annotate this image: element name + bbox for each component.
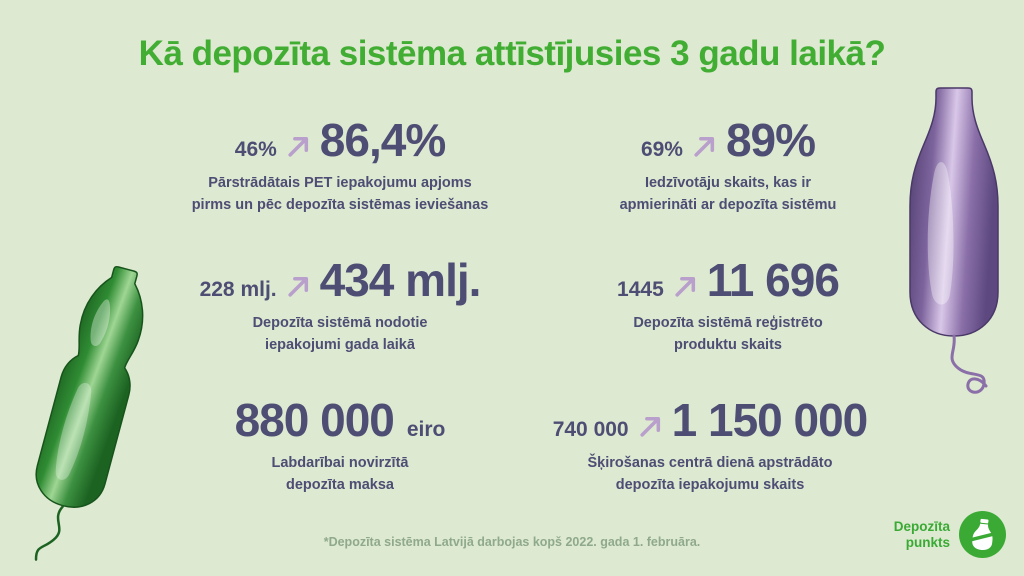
stat-caption: Pārstrādātais PET iepakojumu apjoms pirm… — [191, 175, 489, 214]
stat-block-daily-processed: 740 000 1 150 000 Šķirošanas centrā dien… — [495, 396, 925, 497]
brand-logo: Depozīta punkts — [894, 511, 1006, 558]
stat-values: 228 mlj. 434 mlj. — [199, 254, 482, 306]
stat-block-returned-packages: 228 mlj. 434 mlj. Depozīta sistēmā nodot… — [150, 256, 530, 357]
trend-up-arrow-icon — [675, 276, 695, 297]
stat-values: 1445 11 696 — [617, 254, 840, 306]
stat-after-value: 89% — [725, 114, 816, 166]
stat-caption: Depozīta sistēmā nodotie iepakojumi gada… — [252, 315, 428, 354]
stat-before-value: 740 000 — [552, 418, 629, 441]
footnote: *Depozīta sistēma Latvijā darbojas kopš … — [323, 535, 701, 549]
stat-before-value: 46% — [234, 138, 277, 161]
stat-values: 740 000 1 150 000 — [552, 394, 869, 446]
trend-up-arrow-icon — [288, 136, 308, 157]
stat-after-value: 11 696 — [706, 254, 840, 306]
stat-before-value: 69% — [640, 138, 683, 161]
trend-up-arrow-icon — [640, 416, 660, 437]
brand-logo-text: Depozīta punkts — [893, 518, 950, 550]
deposit-bottle-icon — [959, 511, 1006, 558]
page-title: Kā depozīta sistēma attīstījusies 3 gadu… — [138, 34, 886, 73]
purple-bottle-balloon-image — [909, 87, 999, 394]
stat-caption: Labdarībai novirzītā depozīta maksa — [271, 455, 409, 494]
stat-caption: Šķirošanas centrā dienā apstrādāto depoz… — [587, 455, 833, 494]
stat-after-value: 86,4% — [319, 114, 446, 166]
stat-block-registered-products: 1445 11 696 Depozīta sistēmā reģistrēto … — [548, 256, 908, 357]
stat-values: 880 000 eiro — [234, 394, 446, 446]
stat-before-value: 1445 — [617, 278, 664, 301]
stat-after-value: 880 000 — [234, 394, 395, 446]
stat-unit-label: eiro — [406, 418, 446, 441]
stat-block-satisfied-residents: 69% 89% Iedzīvotāju skaits, kas ir apmie… — [548, 116, 908, 217]
green-bottle-balloon-image — [34, 265, 144, 561]
stat-after-value: 1 150 000 — [671, 394, 869, 446]
stat-block-pet-recycled: 46% 86,4% Pārstrādātais PET iepakojumu a… — [160, 116, 520, 217]
stat-values: 69% 89% — [640, 114, 816, 166]
trend-up-arrow-icon — [694, 136, 715, 157]
trend-up-arrow-icon — [288, 276, 308, 297]
stat-values: 46% 86,4% — [234, 114, 446, 166]
stat-after-value: 434 mlj. — [319, 254, 482, 306]
stat-block-charity-deposit: 880 000 eiro Labdarībai novirzītā depozī… — [160, 396, 520, 497]
stat-caption: Iedzīvotāju skaits, kas ir apmierināti a… — [619, 175, 837, 214]
stat-before-value: 228 mlj. — [199, 278, 277, 301]
stat-caption: Depozīta sistēmā reģistrēto produktu ska… — [633, 315, 823, 354]
